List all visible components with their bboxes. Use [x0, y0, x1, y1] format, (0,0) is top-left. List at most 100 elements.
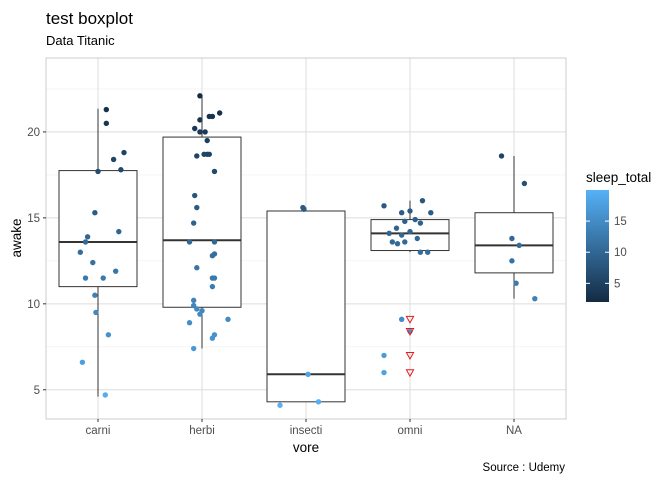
outlier-marker	[405, 315, 415, 324]
data-point	[211, 239, 218, 245]
data-point	[498, 153, 505, 159]
data-point	[82, 239, 89, 245]
outlier-marker	[405, 352, 415, 361]
data-point	[424, 249, 431, 255]
data-point	[197, 129, 203, 135]
data-point	[197, 311, 203, 317]
y-tick-label: 5	[34, 385, 40, 397]
data-point	[209, 113, 216, 120]
data-point	[186, 239, 193, 245]
data-point	[521, 180, 528, 187]
data-point	[194, 204, 200, 211]
box-insecti	[266, 207, 346, 403]
data-point	[216, 110, 223, 116]
legend-tick-label: 5	[614, 278, 620, 290]
x-tick-label: insecti	[290, 425, 323, 437]
data-point	[82, 275, 89, 281]
data-point	[277, 402, 283, 408]
data-point	[394, 240, 401, 247]
box-iqr	[474, 212, 554, 274]
data-point	[402, 239, 408, 245]
data-point	[192, 192, 198, 199]
legend-ticks: 5 10 15	[586, 216, 627, 290]
data-point	[190, 345, 197, 352]
box-omni	[370, 200, 450, 253]
box-iqr	[370, 219, 450, 252]
data-point	[110, 156, 117, 163]
data-point	[103, 120, 110, 127]
data-point	[93, 309, 99, 316]
data-point	[211, 168, 218, 175]
color-legend: sleep_total 5 10 15	[586, 170, 651, 302]
data-point	[90, 259, 96, 266]
outlier-markers	[405, 315, 415, 378]
y-tick-label: 20	[27, 127, 40, 139]
data-point	[202, 129, 208, 135]
data-point	[79, 359, 86, 365]
data-point	[414, 235, 420, 242]
outlier-marker	[405, 327, 415, 336]
data-point	[118, 167, 124, 173]
legend-tick-label: 15	[614, 216, 627, 228]
data-point	[315, 399, 322, 405]
data-point	[417, 249, 424, 255]
data-point	[204, 137, 210, 144]
data-point	[412, 216, 418, 223]
x-axis-ticks: carni herbi insecti omni NA	[86, 419, 522, 437]
box-iqr	[58, 170, 138, 288]
y-tick-label: 15	[27, 213, 40, 225]
data-point	[398, 232, 405, 238]
data-point	[225, 316, 231, 322]
y-axis-ticks: 5 10 15 20	[27, 127, 46, 397]
data-point	[84, 234, 91, 240]
data-point	[516, 242, 522, 249]
data-point	[398, 316, 405, 322]
x-tick-label: NA	[506, 425, 522, 437]
data-point	[407, 208, 413, 214]
y-axis-title: awake	[9, 218, 24, 257]
data-point	[194, 153, 200, 159]
data-point	[209, 252, 216, 259]
data-point	[190, 302, 197, 309]
data-point	[393, 225, 400, 231]
chart-title: test boxplot	[46, 9, 133, 28]
data-point	[105, 332, 112, 338]
data-point	[92, 292, 98, 298]
data-point	[509, 235, 515, 242]
data-point	[428, 210, 434, 216]
data-point	[201, 151, 207, 157]
data-point	[103, 106, 110, 113]
plot-panel	[45, 57, 567, 420]
data-point	[100, 275, 106, 281]
colorbar	[586, 190, 609, 302]
data-point	[186, 320, 193, 326]
box-iqr	[266, 210, 346, 403]
data-point	[417, 220, 424, 226]
data-point	[381, 369, 387, 376]
data-point	[211, 275, 218, 281]
data-point	[305, 371, 311, 378]
data-point	[419, 197, 426, 204]
box-iqr	[162, 136, 242, 308]
data-point	[194, 265, 200, 271]
data-point	[92, 210, 98, 216]
data-point	[386, 230, 392, 237]
data-point	[197, 117, 203, 123]
data-point	[121, 149, 127, 156]
outlier-marker	[405, 369, 415, 378]
data-point	[381, 203, 387, 209]
chart-subtitle: Data Titanic	[46, 33, 115, 48]
data-point	[190, 297, 197, 304]
data-point	[513, 280, 519, 286]
data-point	[102, 392, 108, 398]
data-point	[77, 249, 84, 255]
data-point	[197, 93, 203, 99]
data-point	[407, 228, 413, 235]
data-point	[192, 125, 198, 132]
data-point	[381, 352, 387, 359]
data-point	[398, 210, 405, 216]
data-point	[194, 306, 200, 312]
box-herbi	[162, 95, 242, 349]
data-point	[209, 283, 216, 290]
